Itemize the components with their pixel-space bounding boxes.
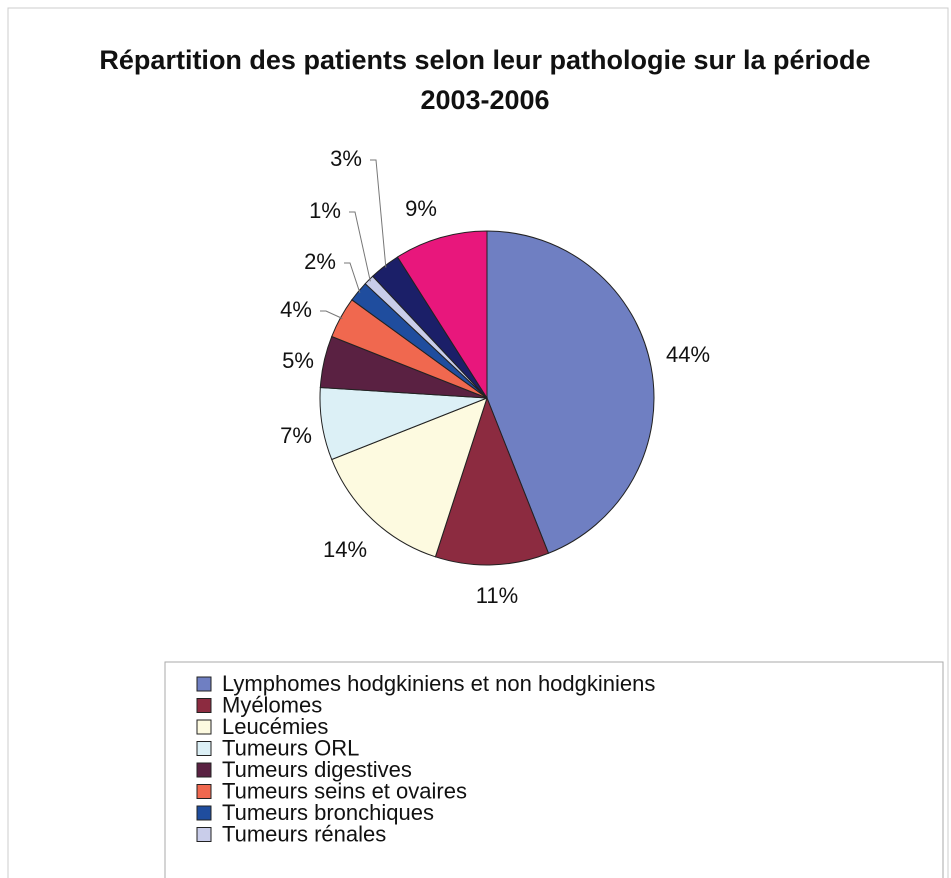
legend-swatch — [196, 805, 212, 821]
legend-swatch — [196, 784, 212, 799]
data-label: 9% — [405, 196, 437, 221]
legend-label: Tumeurs ORL — [222, 735, 359, 760]
legend-label: Tumeurs seins et ovaires — [222, 778, 467, 803]
data-label: 14% — [323, 537, 367, 562]
legend-swatch — [196, 741, 212, 756]
legend-swatch — [196, 827, 212, 842]
pie-slice — [331, 397, 488, 558]
data-label: 1% — [309, 198, 341, 223]
data-label: 2% — [304, 249, 336, 274]
legend-label: Myélomes — [222, 692, 322, 717]
chart-title: Répartition des patients selon leur path… — [99, 45, 871, 115]
legend-label: Lymphomes hodgkiniens et non hodgkiniens — [222, 671, 655, 696]
leader-line — [320, 310, 343, 319]
leader-line — [370, 159, 387, 268]
pie-slice — [486, 230, 655, 554]
data-label: 3% — [330, 146, 362, 171]
legend-box — [164, 661, 944, 878]
legend-swatch — [196, 698, 212, 713]
legend-swatch — [196, 762, 212, 778]
chart-border — [7, 7, 949, 878]
legend-swatch — [196, 719, 212, 735]
pie-slice — [434, 396, 550, 566]
legend-swatch — [196, 676, 212, 692]
legend-label: Leucémies — [222, 714, 328, 739]
pie-slice — [396, 230, 488, 400]
leader-line — [344, 262, 361, 293]
legend-label: Tumeurs rénales — [222, 821, 386, 846]
data-label: 4% — [280, 297, 312, 322]
legend-label: Tumeurs digestives — [222, 757, 412, 782]
leader-line — [349, 211, 371, 282]
data-label: 7% — [280, 423, 312, 448]
data-label: 11% — [476, 583, 518, 608]
data-label: 5% — [282, 348, 314, 373]
data-label: 44% — [666, 342, 710, 367]
legend-label: Tumeurs bronchiques — [222, 800, 434, 825]
